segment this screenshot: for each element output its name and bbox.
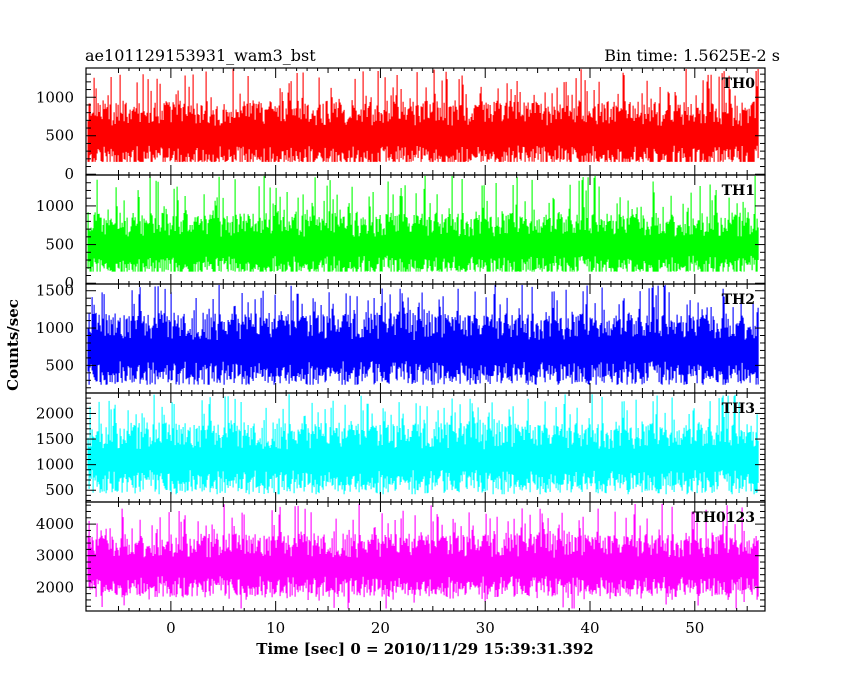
x-tick-label: 30	[476, 619, 495, 637]
y-axis-title: Counts/sec	[4, 299, 22, 391]
panel-th1: 0 500 1000 TH1	[36, 174, 766, 292]
panel-label-th0123: TH0123	[692, 510, 755, 526]
x-tick-label: 50	[685, 619, 704, 637]
x-axis-title: Time [sec] 0 = 2010/11/29 15:39:31.392	[256, 640, 593, 658]
x-tick-label: 20	[371, 619, 390, 637]
panel-th2: 500 1000 1500 TH2	[36, 282, 766, 394]
y-tick-label: 0	[64, 274, 74, 292]
y-tick-label: 4000	[36, 515, 74, 533]
y-tick-label: 500	[45, 127, 74, 145]
panel-label-th3: TH3	[722, 401, 755, 417]
chart-title-left: ae101129153931_wam3_bst	[85, 46, 316, 65]
panel-th0: 0 500 1000 TH0	[36, 67, 766, 183]
series-trace-th1	[87, 176, 759, 272]
y-tick-label: 2000	[36, 404, 74, 422]
y-tick-label: 0	[64, 165, 74, 183]
y-tick-label: 500	[45, 236, 74, 254]
y-tick-label: 2000	[36, 578, 74, 596]
series-trace-th2	[87, 285, 759, 385]
panel-label-th1: TH1	[722, 183, 755, 199]
y-tick-label: 500	[45, 356, 74, 374]
y-tick-label: 1500	[36, 282, 74, 300]
y-tick-label: 3000	[36, 547, 74, 565]
y-tick-label: 1500	[36, 430, 74, 448]
panel-label-th0: TH0	[722, 76, 756, 92]
y-tick-label: 1000	[36, 319, 74, 337]
series-trace-th3	[87, 394, 759, 495]
y-tick-label: 1000	[36, 197, 74, 215]
x-tick-label: 40	[580, 619, 599, 637]
panels-group: 05001000TH005001000TH150010001500TH25001…	[36, 67, 766, 637]
y-tick-label: 500	[45, 481, 74, 499]
series-trace-th0123	[87, 503, 759, 609]
panel-th3: 500 1000 1500 2000 TH3	[36, 392, 766, 503]
y-tick-label: 1000	[36, 88, 74, 106]
y-tick-label: 1000	[36, 456, 74, 474]
panel-label-th2: TH2	[722, 292, 755, 308]
series-trace-th0	[87, 69, 759, 162]
x-tick-label: 10	[266, 619, 285, 637]
chart-title-right: Bin time: 1.5625E-2 s	[604, 46, 780, 65]
panel-th0123: 2000 3000 4000 TH0123	[36, 501, 766, 612]
panel-frame	[85, 501, 766, 612]
x-tick-label: 0	[166, 619, 176, 637]
